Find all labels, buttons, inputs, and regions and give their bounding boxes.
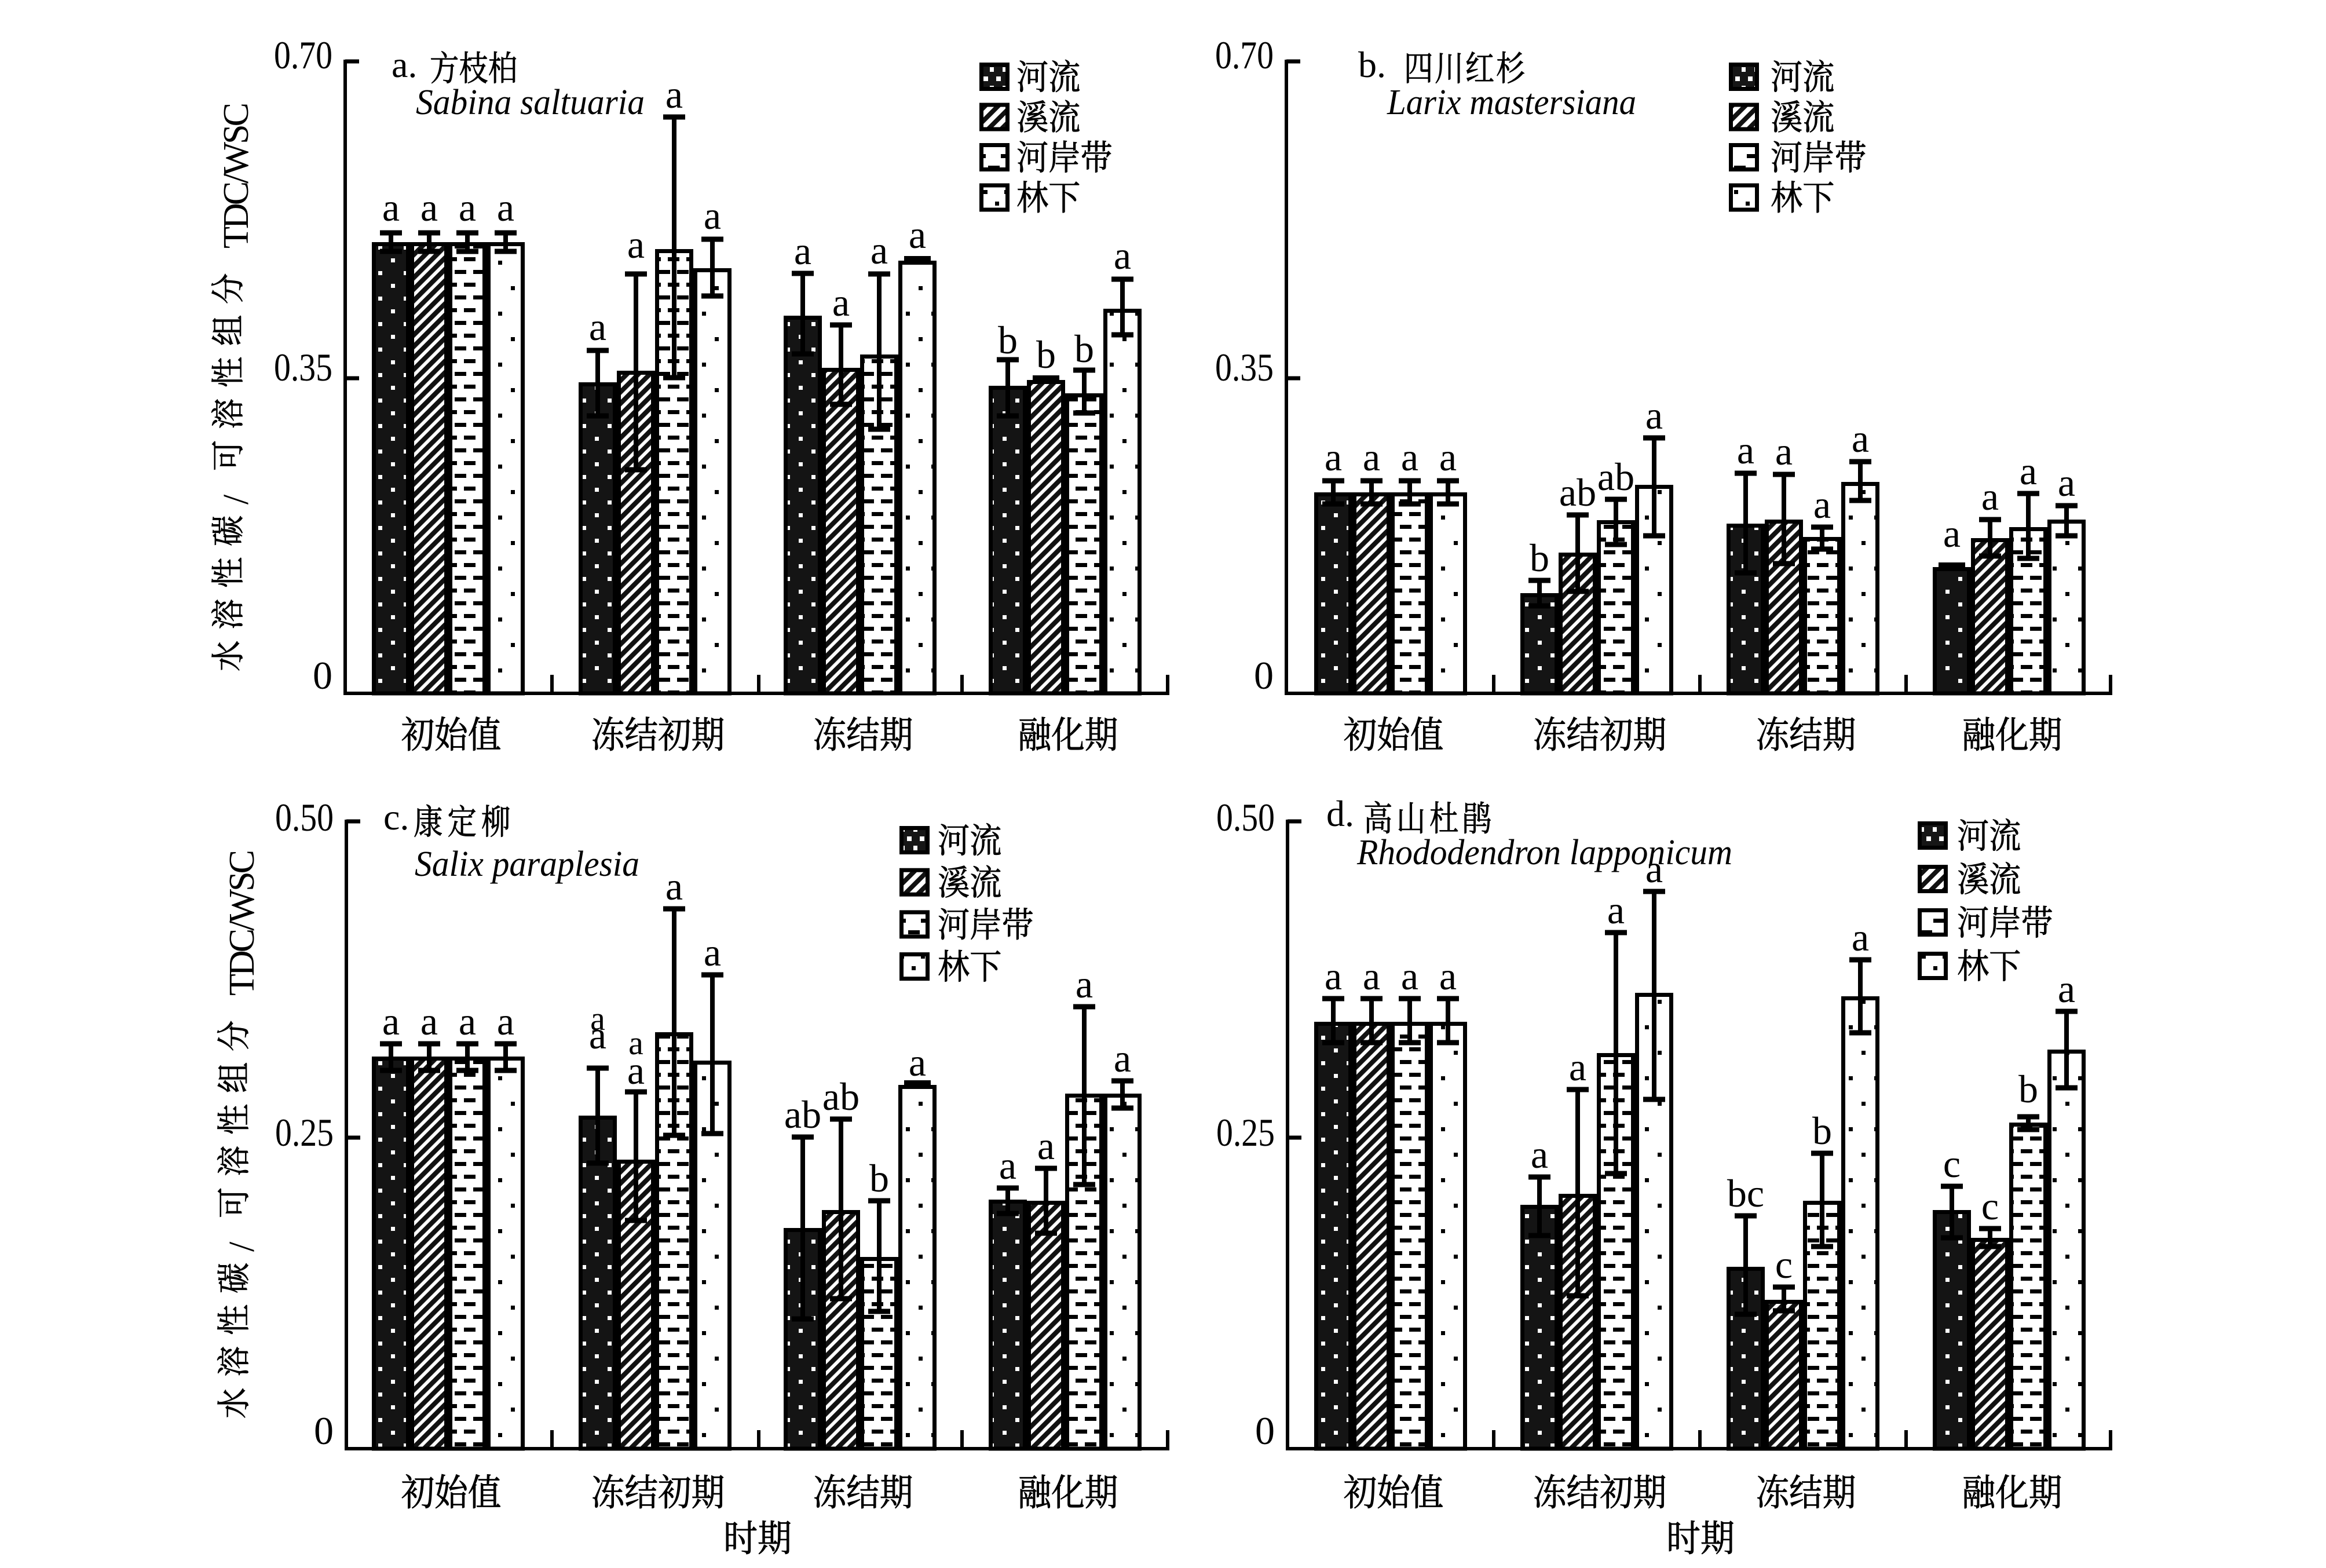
svg-text:a: a	[382, 999, 400, 1043]
svg-text:a: a	[1325, 954, 1342, 998]
svg-text:0: 0	[314, 1409, 334, 1453]
svg-text:a: a	[459, 185, 476, 229]
svg-text:a: a	[794, 229, 811, 273]
svg-text:bc: bc	[1727, 1171, 1764, 1215]
svg-text:a: a	[1569, 1045, 1586, 1089]
svg-text:a: a	[589, 305, 606, 349]
svg-text:b: b	[1074, 327, 1094, 371]
svg-text:a: a	[1852, 416, 1869, 460]
svg-text:ab: ab	[784, 1092, 821, 1136]
svg-text:Larix mastersiana: Larix mastersiana	[1387, 83, 1636, 122]
svg-text:a: a	[1852, 915, 1869, 959]
svg-text:a: a	[2058, 967, 2075, 1011]
svg-text:a: a	[909, 213, 926, 257]
svg-text:a: a	[1981, 474, 1999, 518]
svg-text:a: a	[1607, 888, 1625, 932]
svg-text:a: a	[1114, 233, 1131, 277]
svg-text:a: a	[1363, 435, 1380, 479]
svg-text:b: b	[1530, 536, 1549, 580]
svg-text:a: a	[1439, 954, 1457, 998]
svg-text:a: a	[628, 1024, 643, 1062]
svg-text:a: a	[2058, 460, 2075, 505]
svg-text:a: a	[420, 999, 438, 1043]
svg-text:a: a	[704, 193, 721, 237]
svg-text:b: b	[1036, 332, 1056, 377]
svg-text:a: a	[909, 1040, 926, 1084]
svg-text:0.25: 0.25	[275, 1110, 334, 1154]
svg-text:ab: ab	[1597, 455, 1634, 499]
svg-text:b: b	[2018, 1067, 2038, 1111]
svg-text:a: a	[1775, 429, 1793, 473]
svg-text:c.: c.	[383, 796, 409, 838]
svg-text:c: c	[1981, 1184, 1999, 1228]
svg-text:Salix paraplesia: Salix paraplesia	[415, 845, 639, 884]
svg-text:a: a	[590, 1000, 605, 1037]
svg-text:a: a	[1076, 962, 1093, 1006]
svg-text:a: a	[1737, 428, 1754, 472]
svg-text:a: a	[1037, 1124, 1055, 1168]
svg-text:a: a	[665, 72, 683, 116]
svg-text:a: a	[459, 999, 476, 1043]
svg-text:0.50: 0.50	[1216, 795, 1275, 839]
svg-text:b.: b.	[1358, 44, 1386, 85]
svg-text:0.35: 0.35	[274, 345, 332, 389]
svg-text:a: a	[871, 228, 888, 272]
svg-text:Sabina saltuaria: Sabina saltuaria	[416, 83, 645, 122]
svg-text:d.: d.	[1326, 793, 1354, 834]
svg-text:a: a	[497, 999, 514, 1043]
svg-text:a: a	[627, 222, 645, 266]
svg-text:0.50: 0.50	[275, 795, 334, 839]
svg-text:0.25: 0.25	[1216, 1110, 1275, 1154]
svg-text:a: a	[704, 930, 721, 974]
svg-text:a: a	[1645, 393, 1663, 437]
svg-text:a: a	[1943, 511, 1961, 555]
svg-text:0: 0	[313, 653, 332, 697]
svg-text:a: a	[1813, 483, 1831, 527]
svg-text:a: a	[382, 185, 400, 229]
svg-text:a: a	[1401, 435, 1418, 479]
svg-text:Rhododendron lapponicum: Rhododendron lapponicum	[1356, 833, 1732, 872]
svg-text:0.70: 0.70	[1215, 33, 1274, 77]
svg-text:b: b	[998, 318, 1018, 362]
svg-text:0: 0	[1255, 1409, 1275, 1453]
svg-text:a: a	[420, 185, 438, 229]
svg-text:b: b	[1812, 1109, 1832, 1153]
svg-text:a: a	[1531, 1132, 1548, 1176]
svg-text:a: a	[665, 864, 683, 908]
svg-text:c: c	[1775, 1242, 1793, 1286]
svg-text:c: c	[1943, 1142, 1961, 1186]
svg-text:0.35: 0.35	[1215, 345, 1274, 389]
svg-text:a: a	[2020, 449, 2037, 493]
svg-text:a: a	[1401, 954, 1418, 998]
svg-text:a: a	[1114, 1036, 1131, 1080]
svg-text:a: a	[589, 1013, 606, 1057]
svg-text:0.70: 0.70	[274, 33, 332, 77]
svg-text:a: a	[999, 1143, 1016, 1187]
svg-text:ab: ab	[1559, 470, 1596, 514]
svg-text:a: a	[832, 280, 850, 324]
svg-text:a: a	[627, 1048, 645, 1092]
svg-text:TDC/WSC: TDC/WSC	[217, 103, 256, 248]
svg-text:/: /	[217, 494, 256, 505]
svg-text:b: b	[869, 1156, 889, 1200]
svg-text:a: a	[497, 185, 514, 229]
svg-text:a.: a.	[392, 44, 417, 85]
svg-text:TDC/WSC: TDC/WSC	[222, 850, 262, 996]
svg-text:a: a	[1363, 954, 1380, 998]
svg-text:ab: ab	[822, 1074, 860, 1119]
svg-text:a: a	[1325, 435, 1342, 479]
svg-text:0: 0	[1254, 653, 1274, 697]
svg-text:a: a	[1439, 435, 1457, 479]
svg-text:/: /	[222, 1241, 262, 1252]
svg-text:a: a	[1645, 847, 1663, 891]
